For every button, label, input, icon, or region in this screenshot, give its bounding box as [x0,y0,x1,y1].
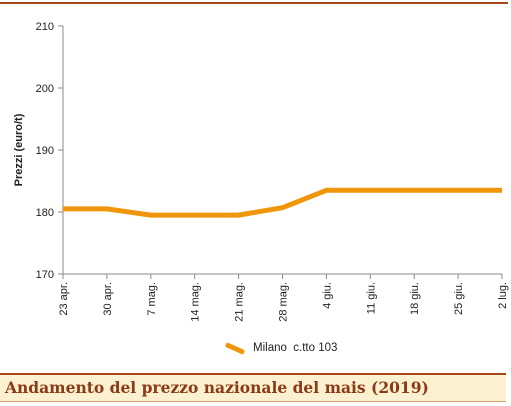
y-axis-title: Prezzi (euro/t) [13,113,25,186]
legend: Milano c.tto 103 [224,340,338,356]
x-tick-label: 18 giu. [409,282,421,315]
y-tick-label: 200 [36,83,54,95]
data-point [369,189,371,191]
data-point [501,189,503,191]
line-chart: 170 180 190 200 210 23 apr. 30 apr. 7 mag. 14 ma… [13,21,509,322]
data-point [413,189,415,191]
x-tick-label: 14 mag. [190,282,202,322]
data-point [62,208,64,210]
data-point [150,214,152,216]
data-point [325,189,327,191]
x-tick-label: 4 giu. [321,282,333,309]
data-point [194,214,196,216]
x-tick-label: 7 mag. [146,282,158,316]
x-tick-label: 30 apr. [102,282,114,316]
y-tick-label: 170 [36,269,54,281]
data-point [282,207,283,209]
legend-label: Milano c.tto 103 [253,342,338,354]
chart-caption: Andamento del prezzo nazionale del mais … [0,373,506,402]
x-tick-label: 23 apr. [58,282,70,316]
x-tick-label: 11 giu. [365,282,377,314]
data-point [457,189,459,191]
data-point [238,214,240,216]
series-line [63,187,502,218]
x-tick-label: 25 giu. [453,282,465,315]
top-rule [0,2,508,4]
y-tick-label: 210 [36,21,54,33]
x-tick-label: 21 mag. [234,282,246,322]
y-tick-label: 180 [36,207,54,219]
caption-text: Andamento del prezzo nazionale del mais … [5,378,429,397]
y-tick-label: 190 [36,145,54,157]
x-tick-label: 2 lug. [497,282,509,309]
legend-swatch [224,341,246,355]
data-point [106,208,108,210]
x-tick-label: 28 mag. [278,282,290,322]
